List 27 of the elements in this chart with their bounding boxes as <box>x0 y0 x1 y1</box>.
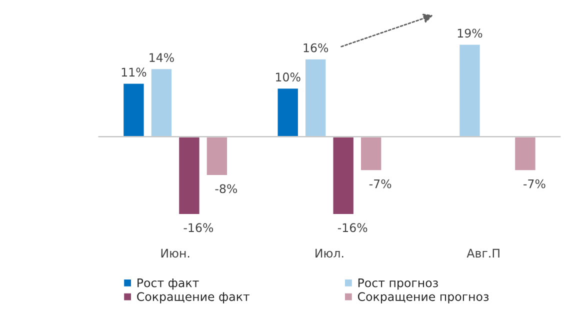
bar <box>178 136 201 216</box>
bar <box>304 58 328 138</box>
x-tick-label: Авг.П <box>466 248 500 258</box>
bar <box>458 43 482 138</box>
bar <box>332 136 355 216</box>
data-label: -7% <box>524 179 546 188</box>
bar <box>514 136 537 172</box>
data-label: 16% <box>304 43 328 52</box>
bar <box>205 136 228 176</box>
bar <box>150 68 173 138</box>
data-label: -16% <box>184 223 214 232</box>
bar <box>122 82 146 138</box>
data-label: 10% <box>276 72 300 82</box>
bar <box>360 136 383 172</box>
x-tick-label: Июл. <box>316 248 344 258</box>
legend-label: Сокращение факт <box>137 292 250 304</box>
legend-label: Рост факт <box>138 278 199 290</box>
data-label: 11% <box>122 68 146 77</box>
bar <box>276 87 300 138</box>
legend-label: Сокращение прогноз <box>358 292 489 304</box>
x-tick-label: Июн. <box>161 248 190 258</box>
data-label: 14% <box>150 53 174 62</box>
data-label: -16% <box>338 223 368 232</box>
data-label: -8% <box>215 184 238 194</box>
data-label: -7% <box>369 179 392 188</box>
data-label: 19% <box>458 28 482 38</box>
legend-label: Рост прогноз <box>358 278 438 290</box>
